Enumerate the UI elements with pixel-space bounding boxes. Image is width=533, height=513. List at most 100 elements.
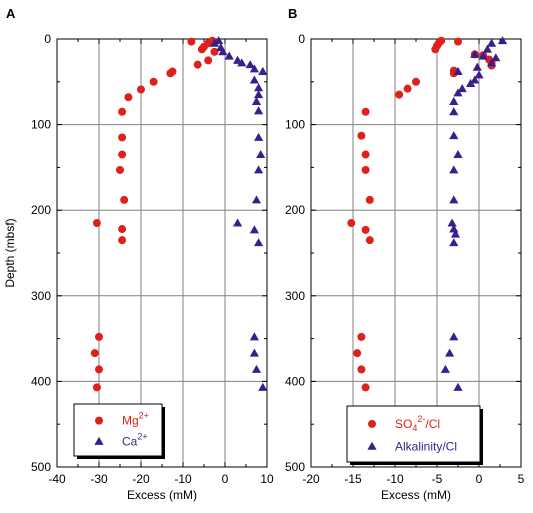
data-point-circle xyxy=(118,107,127,116)
data-point-triangle xyxy=(449,165,459,174)
y-tick-label: 0 xyxy=(298,32,305,46)
data-point-triangle xyxy=(449,238,459,247)
data-point-circle xyxy=(353,349,362,358)
x-tick-label: -20 xyxy=(302,472,320,486)
data-point-triangle xyxy=(249,348,259,357)
legend-label: Ca2+ xyxy=(122,431,148,448)
data-point-circle xyxy=(361,383,370,392)
x-tick-label: 5 xyxy=(518,472,525,486)
data-point-circle xyxy=(90,349,99,358)
x-tick-label: -15 xyxy=(344,472,362,486)
legend-marker xyxy=(95,416,103,425)
data-point-circle xyxy=(357,131,366,140)
data-point-circle xyxy=(204,56,213,65)
data-point-circle xyxy=(193,60,202,69)
y-tick-label: 400 xyxy=(285,374,305,388)
data-point-triangle xyxy=(449,224,459,233)
data-point-triangle xyxy=(249,225,259,234)
data-point-triangle xyxy=(487,58,497,67)
x-tick-label: -5 xyxy=(432,472,443,486)
data-point-triangle xyxy=(233,218,243,227)
data-point-triangle xyxy=(254,165,264,174)
legend-marker xyxy=(368,419,376,428)
data-point-circle xyxy=(120,195,129,204)
x-tick-label: 10 xyxy=(260,472,274,486)
data-point-triangle xyxy=(245,60,255,69)
data-point-triangle xyxy=(453,382,463,391)
data-point-circle xyxy=(403,84,412,93)
y-tick-label: 100 xyxy=(285,118,305,132)
data-point-triangle xyxy=(453,149,463,159)
data-point-circle xyxy=(92,383,101,392)
data-point-circle xyxy=(95,365,103,374)
data-point-circle xyxy=(395,90,404,99)
y-tick-label: 300 xyxy=(285,289,305,303)
data-point-triangle xyxy=(440,364,450,373)
data-point-triangle xyxy=(249,332,259,341)
data-point-circle xyxy=(347,219,356,228)
data-point-circle xyxy=(361,225,370,234)
data-point-triangle xyxy=(224,51,234,60)
data-point-triangle xyxy=(470,75,480,84)
data-point-triangle xyxy=(449,195,459,204)
data-point-triangle xyxy=(209,38,220,47)
data-point-triangle xyxy=(449,107,459,116)
data-point-triangle xyxy=(491,53,501,62)
x-tick-label: -20 xyxy=(132,472,150,486)
data-point-triangle xyxy=(256,149,266,159)
data-point-triangle xyxy=(497,36,508,45)
data-point-triangle xyxy=(449,96,459,105)
data-point-circle xyxy=(116,165,124,174)
data-point-circle xyxy=(95,332,103,341)
data-point-circle xyxy=(365,195,374,204)
data-point-triangle xyxy=(254,238,264,247)
data-point-triangle xyxy=(449,131,459,140)
data-point-circle xyxy=(166,69,175,78)
x-tick-label: 0 xyxy=(476,472,483,486)
y-tick-label: 100 xyxy=(31,118,51,132)
data-point-circle xyxy=(357,365,366,374)
y-tick-label: 400 xyxy=(31,374,51,388)
legend-box xyxy=(346,405,481,463)
data-point-triangle xyxy=(445,348,455,357)
y-tick-label: 300 xyxy=(31,289,51,303)
data-point-triangle xyxy=(251,195,262,204)
data-point-triangle xyxy=(254,106,264,115)
data-point-triangle xyxy=(482,44,492,53)
data-point-circle xyxy=(118,236,127,245)
x-axis-label: Excess (mM) xyxy=(127,488,197,502)
data-point-triangle xyxy=(249,64,259,73)
data-point-triangle xyxy=(237,58,247,67)
legend-box xyxy=(73,403,163,457)
series-0 xyxy=(90,36,219,392)
panel-label: B xyxy=(288,6,297,21)
y-tick-label: 0 xyxy=(44,32,51,46)
data-point-triangle xyxy=(449,332,459,341)
y-tick-label: 200 xyxy=(285,203,305,217)
data-point-circle xyxy=(137,85,145,94)
data-point-triangle xyxy=(254,83,264,92)
legend-marker xyxy=(367,441,377,450)
data-point-circle xyxy=(187,37,196,46)
x-tick-label: 0 xyxy=(222,472,229,486)
data-point-triangle xyxy=(453,88,463,97)
panel-label: A xyxy=(6,6,16,21)
data-point-triangle xyxy=(447,218,457,227)
y-tick-label: 200 xyxy=(31,203,51,217)
data-point-triangle xyxy=(457,84,467,93)
data-point-circle xyxy=(124,93,133,102)
data-point-circle xyxy=(361,150,370,159)
data-point-circle xyxy=(361,107,370,116)
data-point-circle xyxy=(357,332,366,341)
data-point-circle xyxy=(454,37,462,46)
y-tick-label: 500 xyxy=(285,460,305,474)
data-point-circle xyxy=(431,45,440,54)
data-point-triangle xyxy=(474,70,484,79)
legend-marker xyxy=(94,436,104,445)
x-tick-label: -10 xyxy=(386,472,404,486)
data-point-triangle xyxy=(453,66,463,75)
y-axis-label: Depth (mbsf) xyxy=(3,218,17,287)
data-point-triangle xyxy=(258,382,268,391)
